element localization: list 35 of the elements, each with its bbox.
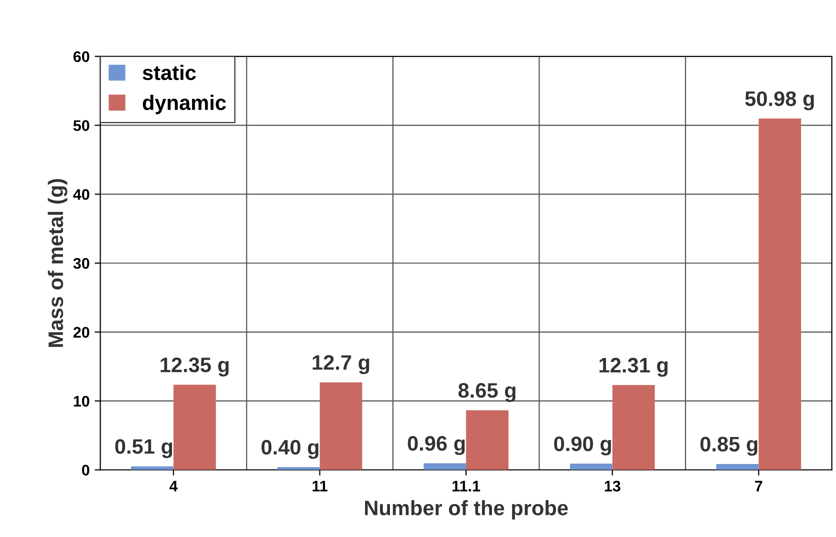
y-tick-label: 10 — [74, 396, 90, 407]
bar — [570, 464, 612, 470]
legend-label: static — [142, 64, 196, 80]
data-label: 0.40 g — [262, 440, 318, 459]
data-label: 8.65 g — [458, 383, 516, 402]
y-tick-label: 20 — [73, 326, 90, 338]
data-label: 12.7 g — [312, 355, 370, 374]
legend-label: dynamic — [142, 94, 226, 114]
data-label: 0.51 g — [115, 439, 172, 458]
data-label: 12.35 g — [160, 358, 229, 376]
y-tick-label: 50 — [73, 120, 90, 131]
bar — [758, 118, 802, 470]
bar — [277, 467, 320, 470]
bar — [716, 464, 759, 470]
y-tick-label: 40 — [73, 189, 90, 200]
y-tick-label: 60 — [73, 51, 90, 62]
bar — [320, 382, 362, 470]
data-label: 12.31 g — [600, 358, 668, 377]
bar — [173, 384, 216, 470]
bar — [424, 463, 466, 470]
x-axis-title: Number of the probe — [365, 500, 568, 520]
x-tick-label: 7 — [755, 480, 762, 492]
x-tick-label: 11.1 — [452, 480, 480, 492]
y-tick-label: 0 — [82, 464, 90, 476]
bar — [612, 385, 655, 470]
data-label: 0.85 g — [700, 436, 758, 456]
x-tick-label: 13 — [604, 480, 620, 492]
x-tick-label: 4 — [169, 480, 178, 492]
x-tick-label: 11 — [312, 480, 328, 492]
data-label: 0.90 g — [554, 436, 611, 456]
bar — [466, 410, 508, 470]
y-tick-label: 30 — [73, 258, 90, 269]
data-label: 50.98 g — [745, 91, 814, 110]
y-axis-title: Mass of metal (g) — [48, 179, 68, 347]
data-label: 0.96 g — [408, 436, 465, 455]
